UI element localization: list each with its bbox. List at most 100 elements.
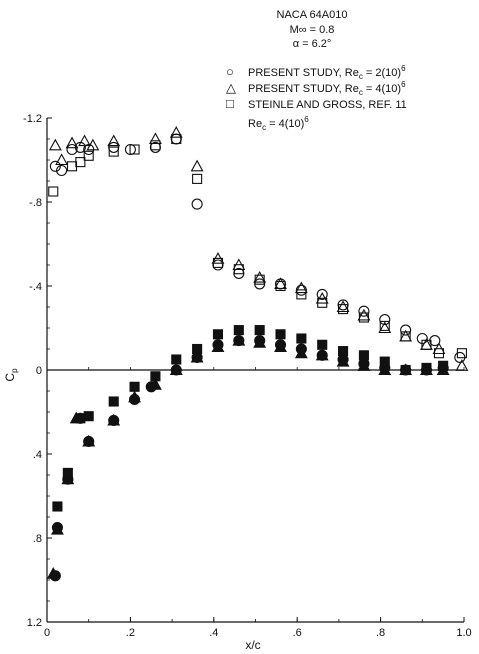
y-tick-label: -1.2	[23, 113, 42, 125]
square-upper-surface-point	[150, 140, 161, 151]
triangle-lower-surface-point	[211, 340, 225, 352]
square-lower-surface-point	[400, 364, 411, 376]
square-lower-surface-point	[75, 413, 86, 424]
triangle-lower-surface-point	[61, 472, 75, 485]
square-upper-surface-point	[66, 161, 78, 172]
square-upper-surface-point	[317, 297, 328, 308]
legend-entry: PRESENT STUDY, Rec = 4(10)6	[248, 80, 406, 97]
triangle-lower-surface-point	[128, 390, 142, 403]
legend-symbol: △	[226, 80, 236, 95]
triangle-upper-surface-point	[107, 134, 121, 147]
square-lower-surface-point	[108, 396, 119, 407]
triangle-upper-surface-point	[294, 281, 308, 294]
triangle-upper-surface-point	[274, 277, 287, 289]
triangle-upper-surface-point	[455, 359, 469, 371]
legend-symbol: □	[226, 96, 234, 111]
y-tick-label: -.8	[29, 197, 42, 209]
square-lower-surface-point	[52, 501, 63, 512]
triangle-upper-surface-point	[78, 134, 91, 147]
square-upper-surface-point	[421, 339, 432, 350]
square-upper-surface-point	[275, 280, 286, 292]
circle-upper-surface-point	[212, 259, 224, 271]
square-lower-surface-point	[171, 354, 182, 365]
x-tick-label: .2	[126, 627, 135, 639]
square-lower-surface-point	[379, 356, 390, 367]
square-upper-surface-point	[433, 348, 445, 359]
chart-title: NACA 64A010	[277, 9, 348, 21]
triangle-upper-surface-point	[148, 132, 162, 145]
x-axis-label: x/c	[245, 638, 260, 652]
square-upper-surface-point	[296, 289, 307, 300]
y-tick-label: 0	[36, 365, 42, 377]
square-upper-surface-point	[400, 331, 411, 342]
triangle-upper-surface-point	[65, 136, 79, 149]
triangle-lower-surface-point	[315, 348, 329, 361]
legend-entry: Rec = 4(10)6	[248, 115, 309, 132]
square-lower-surface-point	[212, 329, 224, 340]
square-upper-surface-point	[212, 257, 224, 268]
legend-entry: STEINLE AND GROSS, REF. 11	[248, 99, 407, 111]
x-tick-label: 1.0	[456, 627, 471, 639]
square-lower-surface-point	[192, 343, 203, 355]
square-lower-surface-point	[438, 360, 449, 371]
circle-upper-surface-point	[191, 198, 203, 210]
square-upper-surface-point	[456, 348, 467, 359]
square-lower-surface-point	[83, 411, 94, 422]
triangle-lower-surface-point	[169, 363, 183, 376]
triangle-upper-surface-point	[55, 153, 69, 166]
square-upper-surface-point	[358, 312, 369, 323]
chart-subtitle-alpha: α = 6.2°	[293, 38, 332, 50]
triangle-lower-surface-point	[82, 434, 96, 447]
triangle-lower-surface-point	[274, 340, 287, 352]
x-tick-label: .8	[376, 627, 385, 639]
square-upper-surface-point	[48, 186, 59, 197]
square-lower-surface-point	[150, 371, 161, 382]
square-lower-surface-point	[358, 350, 369, 361]
square-lower-surface-point	[62, 467, 73, 478]
chart-subtitle-mach: M∞ = 0.8	[290, 24, 335, 36]
circle-upper-surface-point	[170, 133, 182, 145]
square-upper-surface-point	[338, 304, 349, 315]
square-lower-surface-point	[275, 329, 286, 340]
triangle-lower-surface-point	[190, 350, 204, 363]
square-lower-surface-point	[254, 325, 265, 336]
triangle-upper-surface-point	[86, 138, 100, 151]
triangle-upper-surface-point	[336, 300, 350, 313]
circle-upper-surface-point	[66, 143, 78, 156]
triangle-lower-surface-point	[253, 336, 267, 348]
square-upper-surface-point	[83, 150, 94, 161]
triangle-lower-surface-point	[357, 359, 371, 371]
triangle-upper-surface-point	[169, 126, 183, 138]
y-tick-label: .8	[33, 533, 42, 545]
square-upper-surface-point	[129, 144, 140, 155]
square-upper-surface-point	[75, 157, 86, 168]
triangle-lower-surface-point	[294, 346, 308, 359]
square-lower-surface-point	[233, 325, 244, 336]
circle-upper-surface-point	[49, 160, 61, 172]
square-upper-surface-point	[192, 173, 203, 184]
y-tick-label: .4	[33, 449, 42, 461]
triangle-lower-surface-point	[46, 567, 60, 579]
triangle-lower-surface-point	[50, 522, 64, 535]
square-lower-surface-point	[317, 339, 328, 350]
triangle-lower-surface-point	[232, 333, 246, 346]
axes: -1.2-.8-.40.4.81.20.2.4.6.8 1.0	[23, 113, 472, 639]
triangle-lower-surface-point	[336, 354, 350, 367]
circle-upper-surface-point	[56, 164, 68, 177]
x-tick-label: .4	[209, 627, 218, 639]
circle-upper-surface-point	[379, 314, 391, 326]
square-upper-surface-point	[171, 133, 182, 145]
square-upper-surface-point	[254, 274, 265, 285]
square-lower-surface-point	[421, 362, 432, 373]
data-marks	[46, 126, 469, 582]
triangle-lower-surface-point	[148, 378, 162, 390]
square-upper-surface-point	[108, 146, 119, 157]
y-tick-label: -.4	[29, 281, 42, 293]
circle-upper-surface-point	[400, 324, 412, 336]
triangle-upper-surface-point	[190, 159, 204, 172]
x-tick-label: 0	[44, 627, 50, 639]
y-axis-label: Cp	[3, 368, 19, 382]
triangle-upper-surface-point	[378, 321, 392, 334]
